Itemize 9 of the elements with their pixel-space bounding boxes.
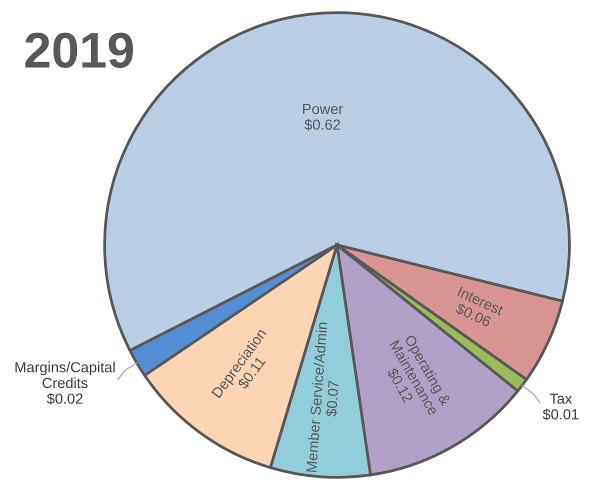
- data-label: $0.02: [46, 392, 82, 405]
- chart-title: 2019: [25, 32, 133, 68]
- slice-label: Tax: [550, 394, 572, 404]
- data-label: $0.01: [542, 408, 578, 420]
- data-label: $0.62: [304, 118, 340, 131]
- slice-label: Power: [303, 104, 343, 114]
- data-label: $0.07: [325, 380, 340, 417]
- slice-label: Margins/Capital Credits: [16, 362, 115, 388]
- slice-label: Member Service/Admin: [306, 322, 328, 472]
